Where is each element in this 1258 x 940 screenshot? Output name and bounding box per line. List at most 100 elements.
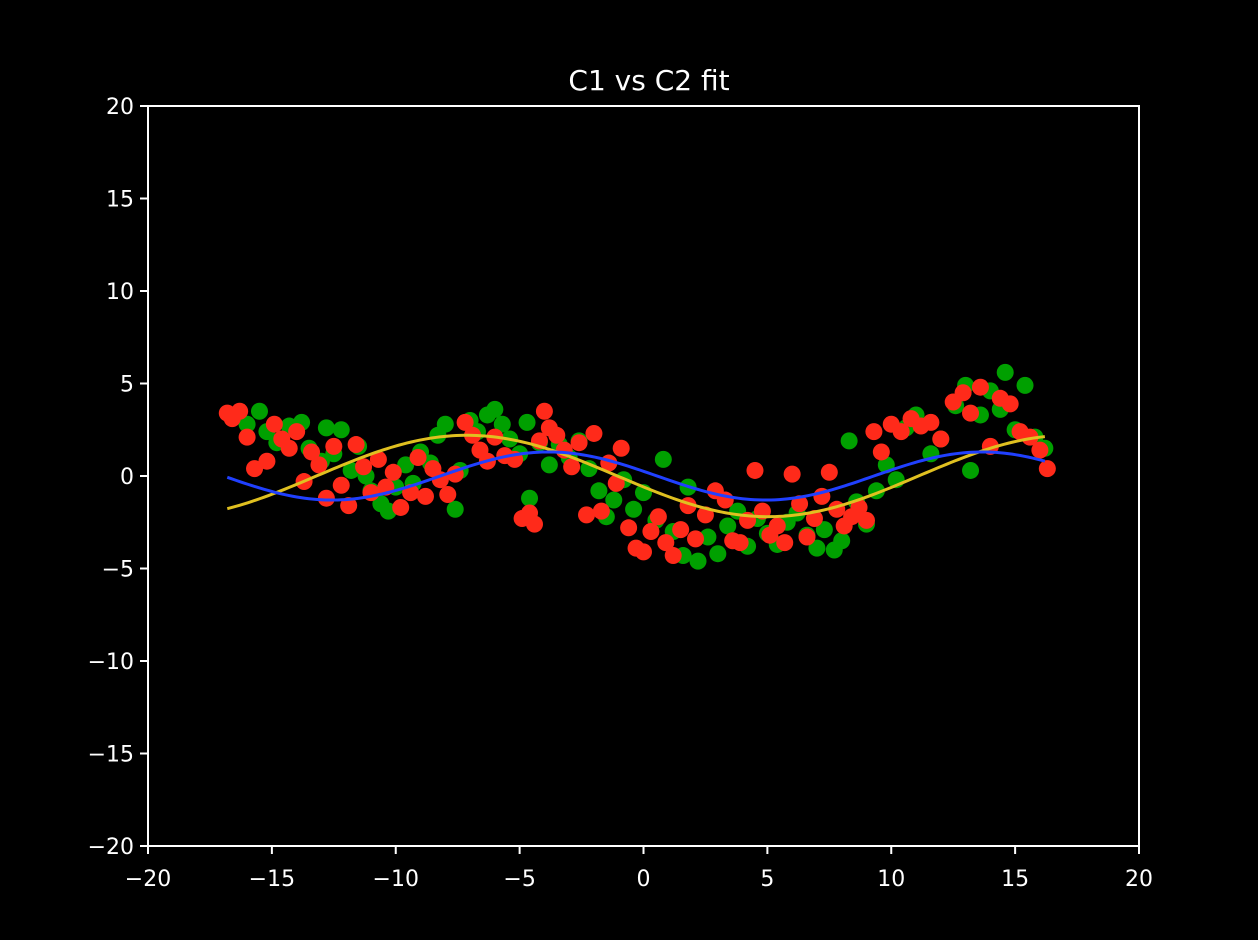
data-point <box>783 465 801 483</box>
data-point <box>250 402 268 420</box>
data-point <box>689 552 707 570</box>
data-point <box>317 419 335 437</box>
data-point <box>607 474 625 492</box>
y-tick-label: 0 <box>120 465 134 490</box>
data-point <box>962 404 980 422</box>
data-point <box>840 432 858 450</box>
data-point <box>625 500 643 518</box>
data-point <box>518 413 536 431</box>
data-point <box>585 424 603 442</box>
data-point <box>535 402 553 420</box>
x-tick-label: −20 <box>125 867 171 892</box>
data-point <box>317 489 335 507</box>
data-point <box>288 423 306 441</box>
data-point <box>635 543 652 561</box>
data-point <box>280 439 298 457</box>
data-point <box>238 428 256 446</box>
data-point <box>525 515 543 533</box>
data-point <box>369 450 387 468</box>
y-axis: −20 −15 −10 −5 0 5 10 15 20 <box>88 95 148 860</box>
data-point <box>436 415 454 433</box>
data-point <box>1038 460 1056 478</box>
data-point <box>439 486 457 503</box>
data-point <box>1031 441 1049 459</box>
data-point <box>1001 395 1019 413</box>
data-point <box>971 378 989 396</box>
data-point <box>355 458 373 476</box>
data-point <box>548 426 566 444</box>
data-point <box>397 456 415 474</box>
x-tick-label: 15 <box>1001 867 1029 892</box>
y-tick-label: −10 <box>88 650 134 675</box>
data-point <box>820 463 838 481</box>
data-point <box>592 502 610 520</box>
data-point <box>791 495 809 513</box>
data-point <box>833 532 851 550</box>
data-point <box>521 489 539 507</box>
data-point <box>416 487 434 505</box>
data-point <box>857 511 875 529</box>
data-point <box>246 460 264 478</box>
data-point <box>325 437 343 455</box>
data-point <box>570 434 588 452</box>
data-point <box>892 423 910 441</box>
data-point <box>996 363 1014 381</box>
data-point <box>815 521 833 539</box>
x-axis: −20 −15 −10 −5 0 5 10 15 20 <box>125 846 1153 892</box>
data-point <box>590 482 608 500</box>
data-point <box>231 402 249 420</box>
data-point <box>687 530 705 548</box>
data-point <box>578 506 596 524</box>
plot-area <box>218 363 1056 570</box>
y-tick-label: −5 <box>102 558 134 583</box>
x-tick-label: 20 <box>1125 867 1153 892</box>
data-point <box>303 443 321 461</box>
x-tick-label: −10 <box>373 867 419 892</box>
chart-title: C1 vs C2 fit <box>568 64 729 97</box>
data-point <box>719 517 737 535</box>
y-tick-label: 20 <box>106 95 134 120</box>
data-point <box>332 476 350 494</box>
data-point <box>768 517 786 535</box>
data-point <box>258 452 276 470</box>
data-point <box>238 415 256 433</box>
data-point <box>340 497 358 515</box>
data-point <box>409 449 427 466</box>
data-point <box>922 413 940 431</box>
fit-line-2 <box>226 450 1046 502</box>
y-tick-label: 10 <box>106 280 134 305</box>
data-point <box>865 423 883 441</box>
data-point <box>654 450 672 468</box>
data-point <box>798 528 816 546</box>
data-point <box>709 545 727 563</box>
data-point <box>776 534 794 552</box>
data-point <box>642 523 660 540</box>
data-point <box>392 498 410 516</box>
data-point <box>605 491 623 509</box>
data-point <box>872 443 890 461</box>
data-point <box>347 436 365 454</box>
data-point <box>746 461 764 479</box>
y-tick-label: 5 <box>120 373 134 398</box>
data-point <box>265 415 283 433</box>
x-tick-label: −5 <box>503 867 535 892</box>
data-point <box>1016 376 1034 394</box>
data-point <box>493 415 511 433</box>
data-point <box>456 413 474 431</box>
data-point <box>649 508 667 526</box>
data-point <box>731 534 749 552</box>
data-point <box>563 458 581 476</box>
x-tick-label: −15 <box>249 867 295 892</box>
data-point <box>310 456 328 474</box>
y-tick-label: −20 <box>88 835 134 860</box>
y-tick-label: 15 <box>106 188 134 213</box>
fit-line-1 <box>226 433 1046 519</box>
data-point <box>664 547 682 565</box>
data-point <box>540 456 558 474</box>
data-point <box>808 539 826 557</box>
data-point <box>620 519 638 537</box>
data-point <box>446 500 464 518</box>
x-tick-label: 0 <box>637 867 651 892</box>
